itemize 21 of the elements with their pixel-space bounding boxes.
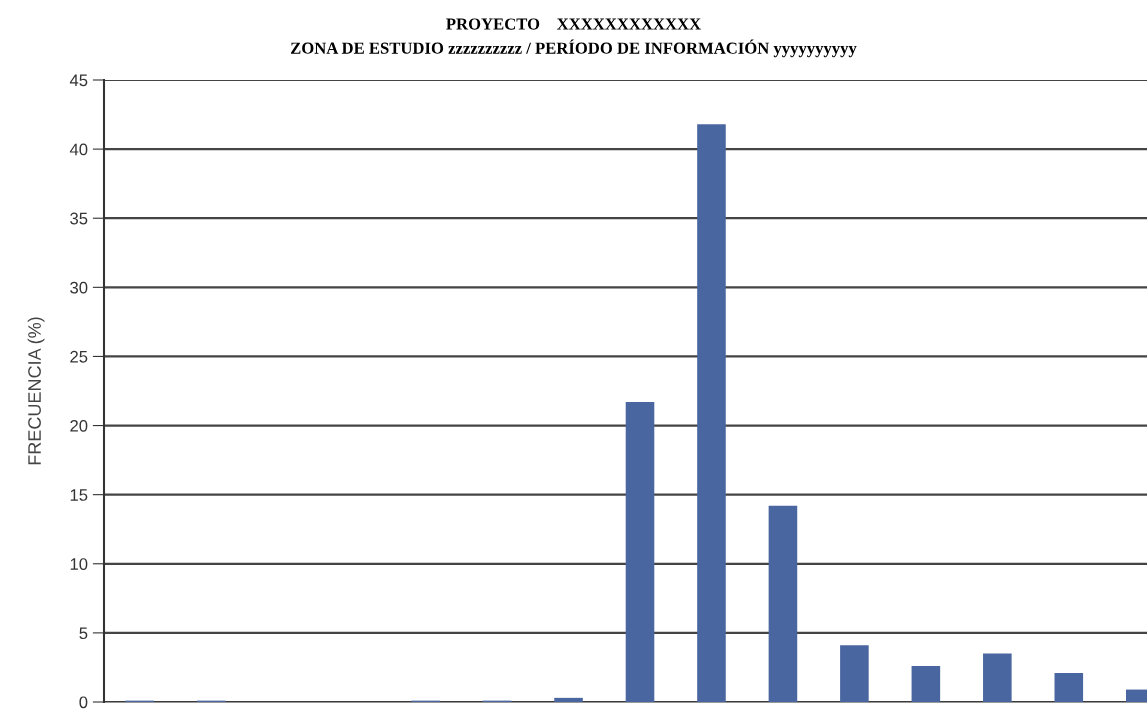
y-tick-label: 10 xyxy=(70,558,88,570)
bar xyxy=(768,505,798,702)
y-tick-label: 40 xyxy=(69,143,88,156)
y-tick-label: 0 xyxy=(79,696,88,709)
y-tick-label: 35 xyxy=(70,212,88,225)
y-tick-label: 5 xyxy=(79,627,88,640)
y-tick-label: 15 xyxy=(70,489,88,501)
bar xyxy=(983,653,1012,702)
bar xyxy=(554,697,583,702)
bar xyxy=(911,666,941,702)
y-tick-label: 20 xyxy=(70,419,88,432)
bar xyxy=(840,645,869,702)
y-tick-label: 45 xyxy=(69,74,88,87)
bar xyxy=(697,124,726,702)
chart-subtitle: ZONA DE ESTUDIO zzzzzzzzzz / PERÍODO DE INFORMACIÓN yyyyyyyyyy xyxy=(290,39,857,58)
bar xyxy=(1054,672,1084,702)
y-axis-title: FRECUENCIA (%) xyxy=(27,317,45,465)
y-tick-label: 30 xyxy=(70,281,88,294)
chart-title: PROYECTO XXXXXXXXXXXX xyxy=(446,18,701,30)
bar xyxy=(625,402,655,702)
y-tick-label: 25 xyxy=(70,350,88,363)
